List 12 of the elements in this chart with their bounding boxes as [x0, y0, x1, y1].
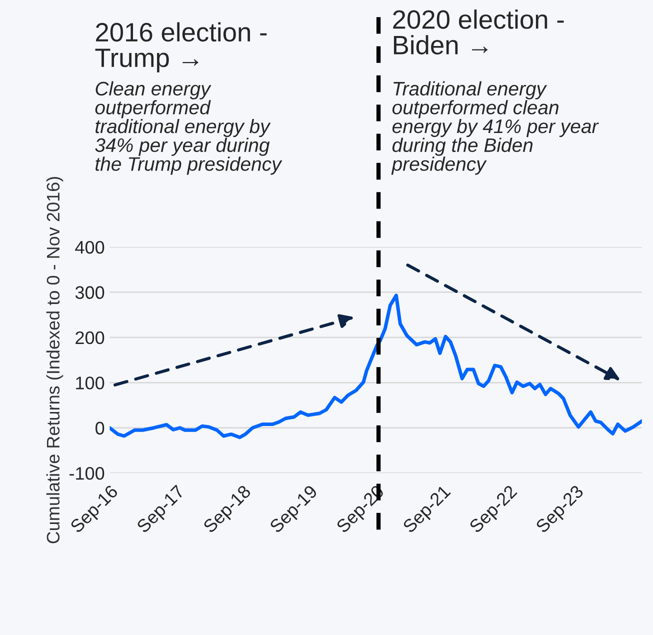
y-tick-label: 300 [75, 286, 104, 299]
y-tick-label: -100 [70, 467, 104, 480]
text: Traditional energy outperformed clean energy by 41% per year during the Biden presidency [391, 81, 599, 175]
y-tick-label: 0 [96, 422, 104, 435]
line-series [110, 294, 642, 440]
y-axis-title: Cumulative Returns (Indexed to 0 - Nov 2016) [46, 176, 64, 544]
y-tick-label: 400 [75, 240, 104, 254]
y-tick-label: 100 [76, 376, 104, 390]
y-tick-label: 200 [76, 331, 104, 344]
text: Clean energy outperformed traditional energy by 34% per year during the Trump presidency [95, 81, 282, 175]
text: 2016 election - Trump → [95, 22, 267, 72]
text: 2020 election - Biden → [393, 10, 564, 54]
